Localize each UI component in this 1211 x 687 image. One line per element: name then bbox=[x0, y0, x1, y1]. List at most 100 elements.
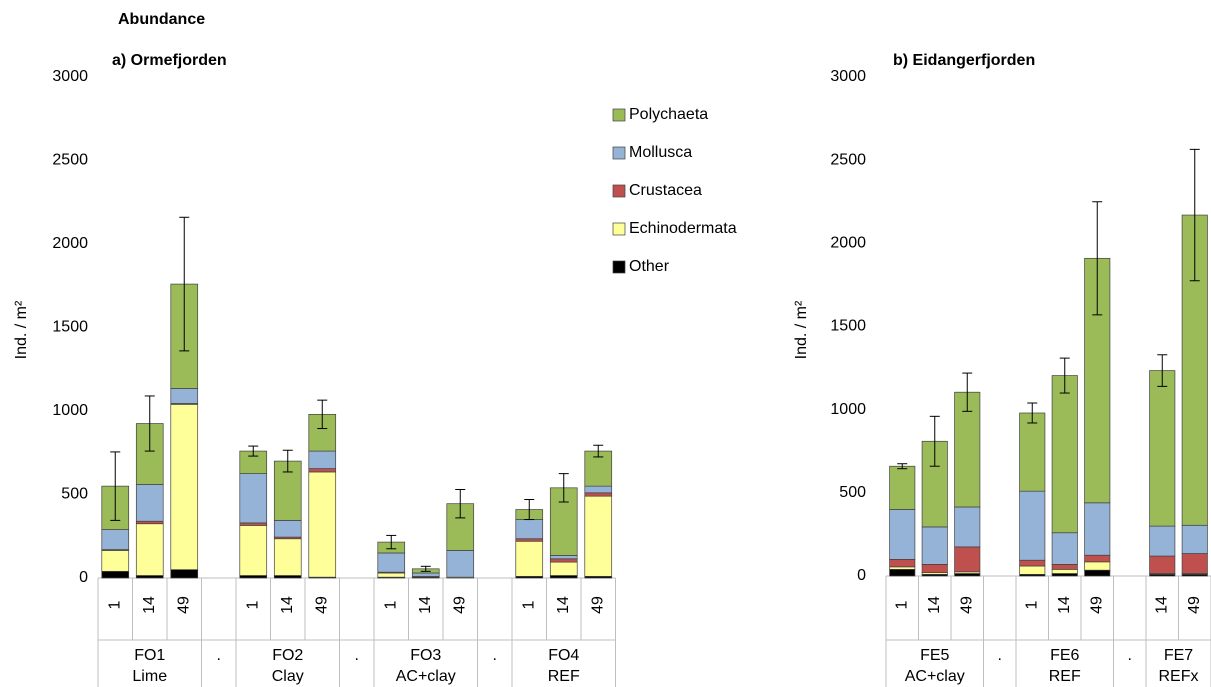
legend-swatch bbox=[612, 184, 626, 198]
bar-segment bbox=[1051, 375, 1078, 534]
error-bar bbox=[558, 473, 569, 503]
error-bar bbox=[1059, 357, 1070, 394]
group-label: FO4 bbox=[548, 647, 579, 664]
bar-segment bbox=[1051, 564, 1078, 570]
panel-title: b) Eidangerfjorden bbox=[893, 52, 1035, 69]
x-tick-label: 14 bbox=[1056, 596, 1073, 614]
bar-segment bbox=[101, 529, 130, 550]
bar-segment bbox=[515, 540, 544, 577]
x-tick-label: 1 bbox=[520, 600, 537, 609]
group-label: . bbox=[493, 647, 497, 664]
bar-segment bbox=[135, 484, 164, 522]
error-bar bbox=[1027, 402, 1038, 424]
bar-segment bbox=[1084, 569, 1111, 577]
x-tick-label: 49 bbox=[313, 596, 330, 614]
bar-segment bbox=[135, 423, 164, 485]
bar-segment bbox=[1084, 554, 1111, 563]
group-label: . bbox=[217, 647, 221, 664]
x-tick-label: 14 bbox=[279, 596, 296, 614]
bar-segment bbox=[1149, 370, 1176, 527]
x-tick-label: 1 bbox=[1023, 600, 1040, 609]
group-label: FO1 bbox=[134, 647, 165, 664]
y-tick-label: 500 bbox=[61, 486, 88, 503]
error-bar bbox=[386, 534, 397, 550]
group-label: FE5 bbox=[920, 647, 949, 664]
bar-segment bbox=[1084, 561, 1111, 571]
bar-segment bbox=[889, 465, 916, 510]
group-label: Lime bbox=[132, 668, 167, 685]
y-tick-label: 3000 bbox=[52, 68, 88, 85]
bar-segment bbox=[584, 450, 613, 487]
legend-label: Crustacea bbox=[629, 182, 702, 199]
group-label: . bbox=[1128, 647, 1132, 664]
bar-segment bbox=[954, 573, 981, 577]
panel-title: a) Ormefjorden bbox=[112, 52, 227, 69]
error-bar bbox=[1092, 201, 1103, 316]
error-bar bbox=[929, 415, 940, 467]
bar-segment bbox=[921, 564, 948, 574]
legend-label: Other bbox=[629, 258, 670, 275]
bar-segment bbox=[135, 520, 164, 525]
error-bar bbox=[420, 565, 431, 572]
bar-segment bbox=[135, 523, 164, 576]
y-tick-label: 2000 bbox=[52, 235, 88, 252]
bar-segment bbox=[239, 522, 268, 526]
bar-segment bbox=[135, 575, 164, 579]
bar-segment bbox=[515, 538, 544, 542]
group-label: FE6 bbox=[1050, 647, 1079, 664]
group-label: AC+clay bbox=[396, 668, 456, 685]
error-bar bbox=[897, 463, 908, 470]
y-tick-label: 0 bbox=[79, 569, 88, 586]
y-axis-label: Ind. / m² bbox=[793, 300, 810, 359]
bar-segment bbox=[921, 526, 948, 565]
error-bar bbox=[524, 499, 535, 521]
x-tick-label: 14 bbox=[555, 596, 572, 614]
legend-swatch bbox=[612, 222, 626, 236]
error-bar bbox=[110, 451, 121, 521]
error-bar bbox=[179, 216, 190, 352]
x-tick-label: 1 bbox=[106, 600, 123, 609]
x-tick-label: 1 bbox=[382, 600, 399, 609]
bar-segment bbox=[549, 575, 578, 579]
bar-segment bbox=[1181, 524, 1208, 554]
error-bar bbox=[317, 399, 328, 430]
bar-segment bbox=[584, 495, 613, 577]
bar-segment bbox=[1084, 257, 1111, 504]
y-tick-label: 1000 bbox=[830, 401, 866, 418]
bar-segment bbox=[954, 506, 981, 548]
bar-segment bbox=[1019, 559, 1046, 567]
legend-label: Echinodermata bbox=[629, 220, 737, 237]
error-bar bbox=[962, 372, 973, 412]
bar-segment bbox=[549, 558, 578, 563]
group-label: Clay bbox=[272, 668, 304, 685]
bar-segment bbox=[308, 471, 337, 578]
y-tick-label: 0 bbox=[857, 567, 866, 584]
bar-segment bbox=[170, 403, 199, 571]
bar-segment bbox=[239, 473, 268, 524]
y-tick-label: 500 bbox=[839, 484, 866, 501]
bar-segment bbox=[377, 572, 406, 578]
group-label: FE7 bbox=[1164, 647, 1193, 664]
x-tick-label: 14 bbox=[141, 596, 158, 614]
group-label: REFx bbox=[1159, 668, 1199, 685]
x-tick-label: 1 bbox=[893, 600, 910, 609]
y-tick-label: 1500 bbox=[52, 319, 88, 336]
legend-label: Polychaeta bbox=[629, 106, 708, 123]
x-tick-label: 14 bbox=[926, 596, 943, 614]
bar-segment bbox=[446, 550, 475, 578]
x-tick-label: 49 bbox=[451, 596, 468, 614]
x-tick-label: 1 bbox=[244, 600, 261, 609]
bar-segment bbox=[1019, 490, 1046, 561]
y-tick-label: 2500 bbox=[830, 151, 866, 168]
bar-segment bbox=[411, 572, 440, 577]
bar-segment bbox=[308, 450, 337, 469]
bar-segment bbox=[549, 555, 578, 560]
y-tick-label: 1500 bbox=[830, 318, 866, 335]
page-title: Abundance bbox=[118, 11, 205, 28]
bar-segment bbox=[1084, 502, 1111, 556]
bar-segment bbox=[584, 492, 613, 497]
bar-segment bbox=[101, 570, 130, 579]
group-label: REF bbox=[1049, 668, 1081, 685]
bar-segment bbox=[273, 520, 302, 538]
